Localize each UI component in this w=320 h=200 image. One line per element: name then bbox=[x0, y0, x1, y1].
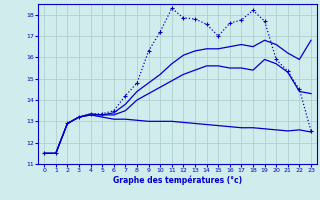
X-axis label: Graphe des températures (°c): Graphe des températures (°c) bbox=[113, 176, 242, 185]
